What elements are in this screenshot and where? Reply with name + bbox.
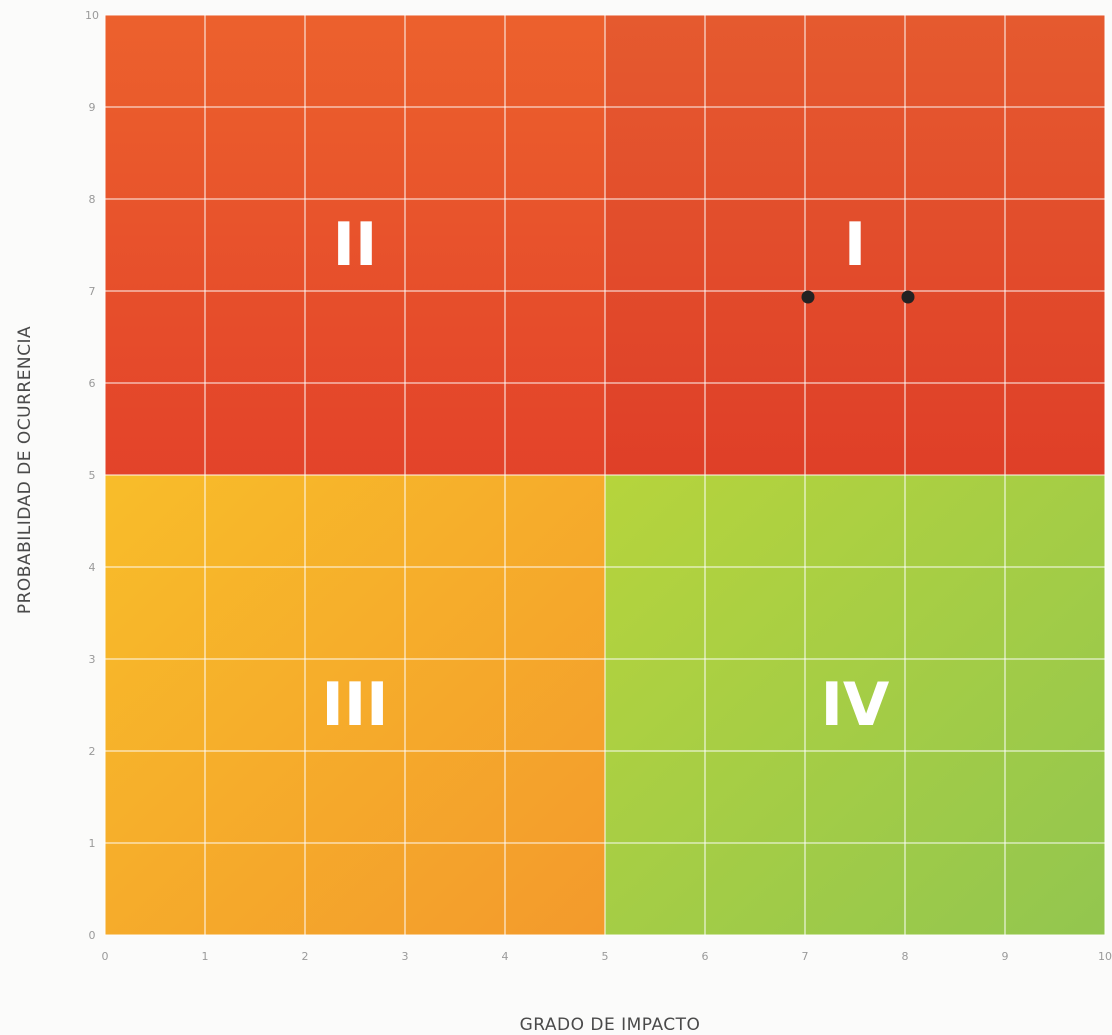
x-tick-label-10: 10 [1098,950,1112,963]
grid-layer [104,14,1106,936]
x-tick-label-2: 2 [302,950,309,963]
y-tick-label-7: 7 [89,285,96,298]
x-tick-label-6: 6 [702,950,709,963]
x-tick-label-4: 4 [502,950,509,963]
y-tick-label-1: 1 [89,837,96,850]
x-axis-label: GRADO DE IMPACTO [520,1015,701,1035]
y-tick-label-3: 3 [89,653,96,666]
quadrant-III-label: III [322,670,389,740]
data-point-1 [801,290,815,304]
x-tick-label-1: 1 [202,950,209,963]
quadrant-IV-area [605,475,1105,935]
y-tick-label-5: 5 [89,469,96,482]
x-tick-label-3: 3 [402,950,409,963]
x-tick-label-8: 8 [902,950,909,963]
y-tick-label-2: 2 [89,745,96,758]
x-tick-label-5: 5 [602,950,609,963]
quadrant-I-label: I [844,210,866,280]
y-tick-label-9: 9 [89,101,96,114]
quadrants-layer [105,15,1105,935]
points-layer [801,290,915,304]
x-tick-label-0: 0 [102,950,109,963]
quadrant-II-label: II [333,210,378,280]
quadrant-III-area [105,475,605,935]
y-tick-label-8: 8 [89,193,96,206]
quadrant-I-area [605,15,1105,475]
y-tick-label-10: 10 [85,9,99,22]
x-tick-labels: 0 1 2 3 4 5 6 7 8 9 10 [102,950,1112,963]
quadrant-IV-label: IV [821,670,890,740]
y-tick-labels: 0 1 2 3 4 5 6 7 8 9 10 [85,9,99,942]
x-tick-label-7: 7 [802,950,809,963]
data-point-2 [901,290,915,304]
y-tick-label-4: 4 [89,561,96,574]
x-tick-label-9: 9 [1002,950,1009,963]
y-axis-label: PROBABILIDAD DE OCURRENCIA [15,326,35,614]
quadrant-II-area [105,15,605,475]
y-tick-label-6: 6 [89,377,96,390]
y-tick-label-0: 0 [89,929,96,942]
